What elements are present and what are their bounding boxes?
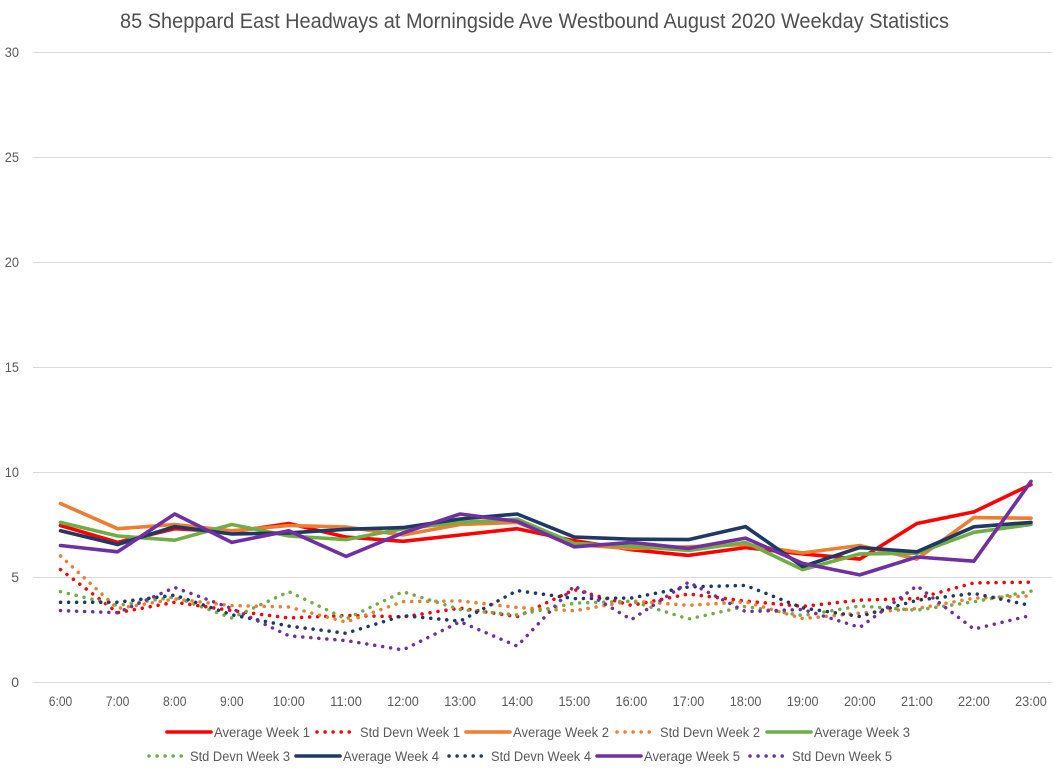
- svg-text:12:00: 12:00: [387, 693, 419, 709]
- svg-text:Std Devn Week 4: Std Devn Week 4: [491, 749, 591, 764]
- svg-text:15: 15: [5, 359, 19, 375]
- svg-text:85 Sheppard East Headways at M: 85 Sheppard East Headways at Morningside…: [120, 9, 949, 33]
- svg-text:13:00: 13:00: [444, 693, 476, 709]
- svg-text:Average Week 2: Average Week 2: [513, 725, 609, 740]
- svg-text:11:00: 11:00: [330, 693, 362, 709]
- svg-text:20: 20: [5, 254, 19, 270]
- svg-text:Std Devn Week 2: Std Devn Week 2: [660, 725, 760, 740]
- svg-text:20:00: 20:00: [844, 693, 876, 709]
- svg-text:Average Week 1: Average Week 1: [214, 725, 310, 740]
- svg-text:Average Week 3: Average Week 3: [814, 725, 910, 740]
- svg-text:10:00: 10:00: [273, 693, 305, 709]
- svg-text:6:00: 6:00: [49, 693, 73, 709]
- svg-text:30: 30: [5, 44, 19, 60]
- svg-text:19:00: 19:00: [787, 693, 819, 709]
- svg-text:Average Week 5: Average Week 5: [644, 749, 740, 764]
- svg-text:14:00: 14:00: [501, 693, 533, 709]
- svg-text:22:00: 22:00: [958, 693, 990, 709]
- svg-text:Std Devn Week 5: Std Devn Week 5: [792, 749, 892, 764]
- svg-text:8:00: 8:00: [163, 693, 187, 709]
- svg-text:5: 5: [11, 569, 19, 585]
- svg-text:21:00: 21:00: [901, 693, 933, 709]
- svg-text:Std Devn Week 3: Std Devn Week 3: [190, 749, 290, 764]
- svg-text:25: 25: [5, 149, 19, 165]
- svg-text:17:00: 17:00: [673, 693, 705, 709]
- svg-text:16:00: 16:00: [616, 693, 648, 709]
- svg-text:9:00: 9:00: [220, 693, 244, 709]
- svg-text:Average Week 4: Average Week 4: [343, 749, 439, 764]
- svg-text:7:00: 7:00: [106, 693, 130, 709]
- svg-text:10: 10: [5, 464, 19, 480]
- svg-text:15:00: 15:00: [558, 693, 590, 709]
- svg-text:0: 0: [11, 674, 19, 690]
- svg-text:23:00: 23:00: [1015, 693, 1047, 709]
- svg-text:18:00: 18:00: [730, 693, 762, 709]
- svg-text:Std Devn Week 1: Std Devn Week 1: [360, 725, 460, 740]
